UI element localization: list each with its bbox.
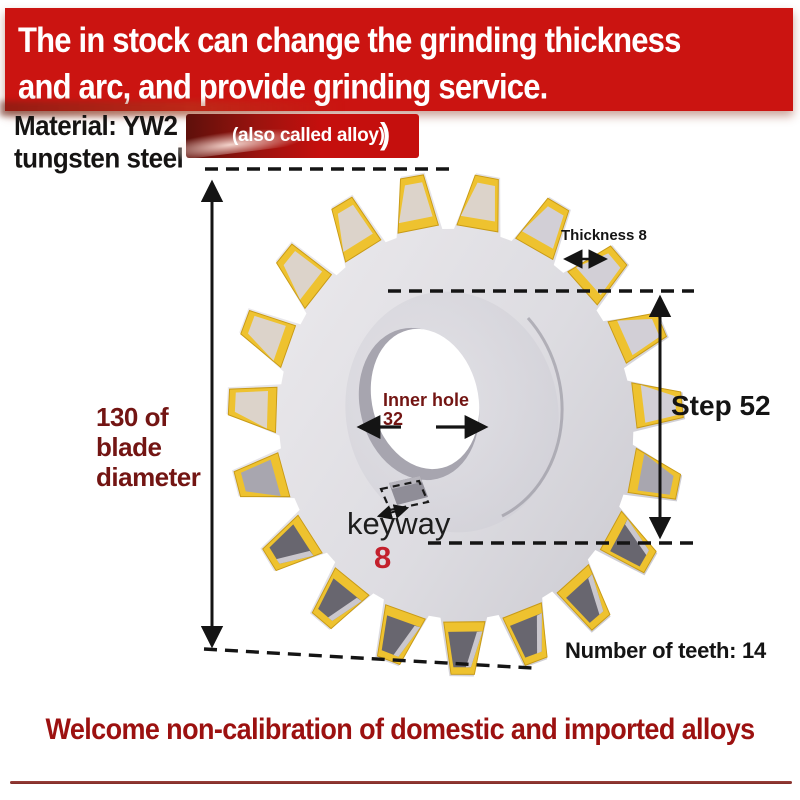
material-label: Material: YW2 tungsten steel xyxy=(14,109,184,174)
blade-diameter-line-1: 130 of blade xyxy=(96,402,169,462)
keyway-dashed-outline xyxy=(379,479,430,512)
gear-tooth xyxy=(393,625,421,657)
thickness-label: Thickness 8 xyxy=(561,227,647,244)
material-line-2: tungsten steel xyxy=(14,141,184,174)
footer-slogan: Welcome non-calibration of domestic and … xyxy=(45,712,755,746)
inner-hole-line-1: Inner hole xyxy=(383,390,470,410)
keyway-label: keyway xyxy=(347,506,451,541)
material-line-1: Material: YW2 xyxy=(14,109,178,142)
ribbon-label: (also called alloy) xyxy=(232,125,385,146)
gear-tooth xyxy=(588,574,604,615)
teeth-count-label: Number of teeth: 14 xyxy=(565,638,766,663)
gear-tooth xyxy=(536,613,542,654)
headline-line-1: The in stock can change the grinding thi… xyxy=(18,20,681,60)
gear-tooth xyxy=(337,204,373,253)
blade-diameter-label: 130 of blade diameter xyxy=(96,402,216,492)
gear-tooth xyxy=(318,578,362,621)
headline-line-2: and arc, and provide grinding service. xyxy=(18,66,548,107)
gear-tooth xyxy=(283,250,323,300)
gear-tooth xyxy=(510,613,542,658)
diameter-bottom-dashed-line xyxy=(203,647,533,670)
gear-tooth xyxy=(522,206,564,249)
ribbon-paren-glyph: ) xyxy=(380,116,391,151)
step-label: Step 52 xyxy=(671,390,771,421)
keyway-value: 8 xyxy=(374,540,392,575)
headline-text: The in stock can change the grinding thi… xyxy=(18,17,681,110)
footer-rule xyxy=(10,781,792,784)
hub-edge-shadow xyxy=(501,317,564,518)
gear-tooth xyxy=(460,182,495,222)
headline-banner: The in stock can change the grinding thi… xyxy=(5,8,793,111)
keyway-arrow xyxy=(376,504,410,520)
inner-hole-label: Inner hole 32 xyxy=(383,391,469,429)
inner-hole xyxy=(370,328,480,470)
gear-tooth xyxy=(625,519,649,556)
gear-tooth xyxy=(381,615,421,657)
alloy-ribbon: (also called alloy) ) xyxy=(177,114,419,160)
gear-tooth xyxy=(240,459,281,497)
gear-tooth xyxy=(234,390,269,429)
banner-shadow-smudge xyxy=(0,101,430,116)
gear-tooth xyxy=(398,182,433,224)
gear-tooth xyxy=(448,631,483,668)
gear-tooth xyxy=(276,550,314,564)
inner-hole-line-2: 32 xyxy=(383,409,404,429)
gear-tooth xyxy=(247,315,286,361)
gear-tooth xyxy=(465,631,483,668)
blade-diameter-line-2: diameter xyxy=(96,462,201,492)
gear-tooth xyxy=(328,597,362,621)
